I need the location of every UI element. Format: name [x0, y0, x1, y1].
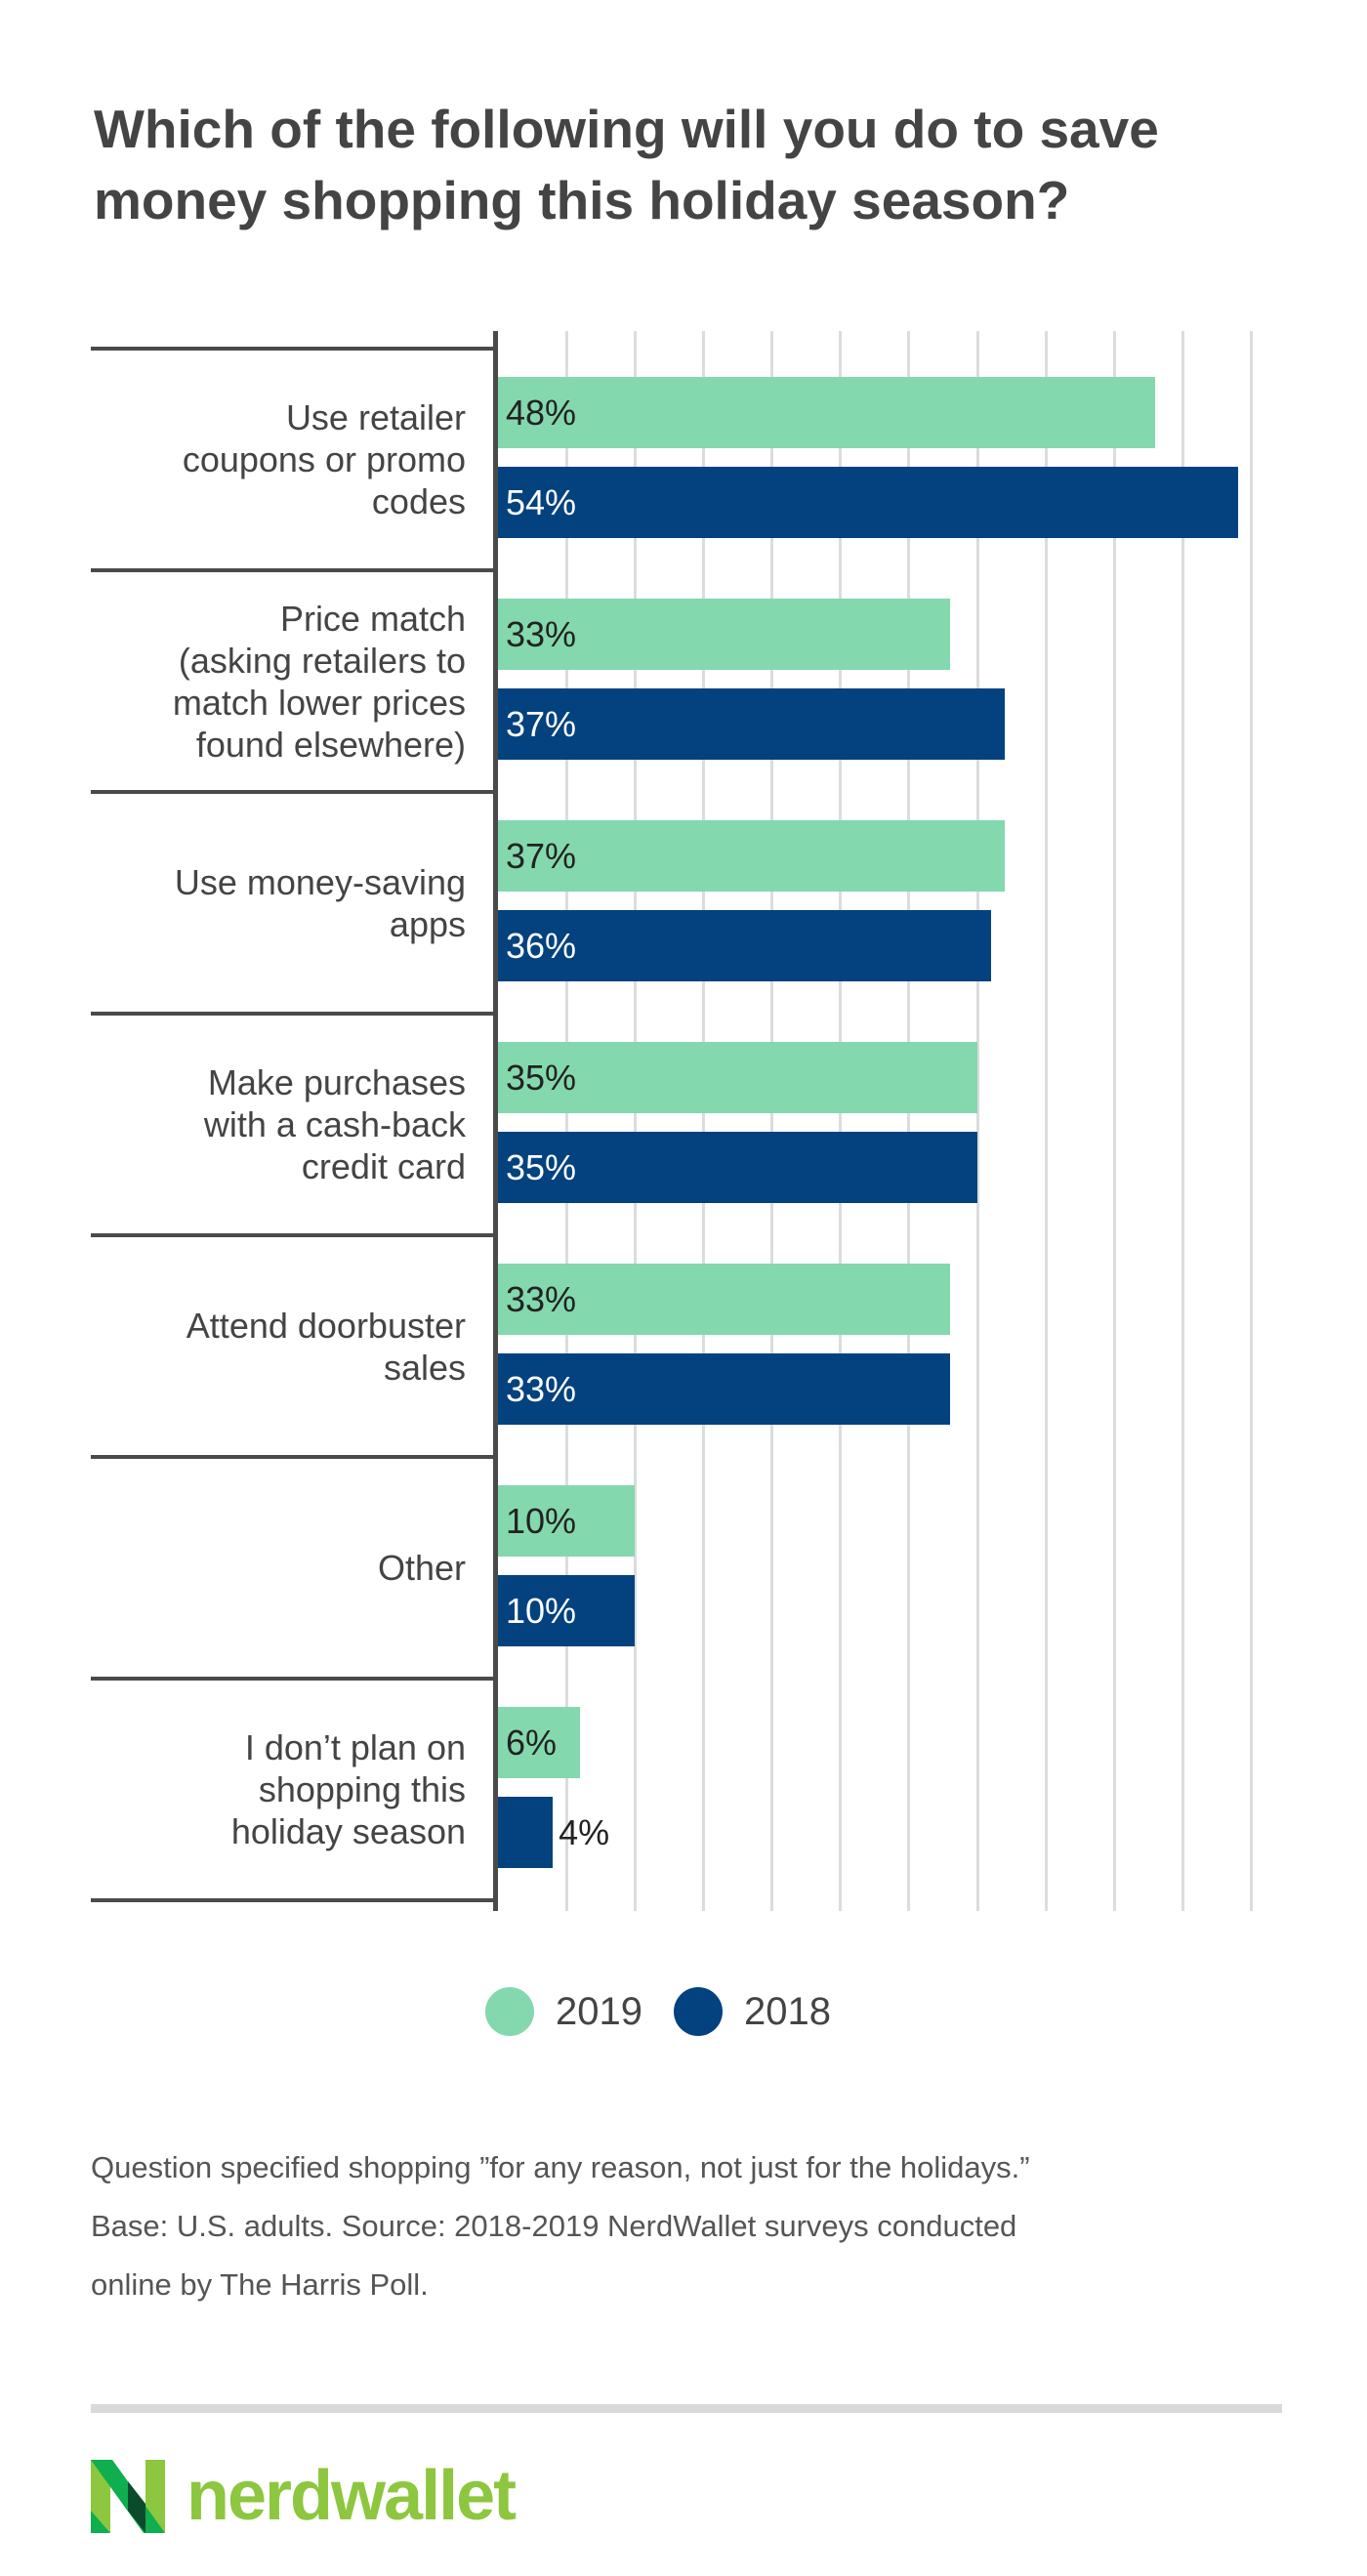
bar-2018 [498, 467, 1238, 538]
data-label-2018: 10% [506, 1591, 577, 1631]
data-label-2018: 35% [506, 1147, 577, 1187]
data-label-2019: 33% [506, 1279, 577, 1319]
category-separator [91, 568, 496, 572]
footnote: Question specified shopping ”for any rea… [91, 2139, 1321, 2314]
footnote-line: Question specified shopping ”for any rea… [91, 2150, 1030, 2184]
category-separator [91, 347, 496, 351]
data-label-2018: 33% [506, 1369, 577, 1409]
title-line-1: Which of the following will you do to sa… [94, 99, 1159, 159]
bar-2018 [498, 1132, 978, 1203]
gridline [1112, 331, 1116, 1911]
category-label-line: codes [371, 481, 466, 521]
bar-2019 [498, 1707, 581, 1778]
category-separator [91, 1455, 496, 1459]
chart-title: Which of the following will you do to sa… [94, 94, 1305, 236]
category-label-line: I don’t plan on [244, 1727, 466, 1767]
gridline [1044, 331, 1048, 1911]
category-label: Use retailer coupons or promo codes [91, 349, 466, 570]
data-label-2019: 10% [506, 1501, 577, 1541]
bar-2019 [498, 599, 950, 670]
category-separator [91, 1012, 496, 1016]
bar-2018 [498, 688, 1006, 760]
category-label: Other [91, 1457, 466, 1679]
category-label-line: match lower prices [172, 682, 466, 723]
category-label-line: apps [389, 903, 466, 944]
nerdwallet-logo: nerdwallet [91, 2456, 517, 2536]
legend: 2019 2018 [485, 1987, 831, 2036]
legend-label-2018: 2018 [743, 1989, 831, 2033]
category-label-line: found elsewhere) [195, 724, 466, 765]
bar-2018 [498, 1797, 554, 1868]
category-label-line: holiday season [230, 1811, 466, 1851]
gridline [564, 331, 568, 1911]
category-label: I don’t plan on shopping this holiday seas… [91, 1679, 466, 1900]
gridline [1181, 331, 1184, 1911]
category-label-line: Make purchases [207, 1062, 466, 1102]
divider [91, 2404, 1282, 2413]
bar-2018 [498, 910, 992, 981]
category-label-line: Price match [279, 598, 466, 639]
category-label-line: coupons or promo [182, 439, 466, 479]
footnote-line: online by The Harris Poll. [91, 2267, 429, 2302]
data-label-2018: 54% [506, 482, 577, 522]
bar-chart: Use retailer coupons or promo codes 48% 54% P… [91, 331, 1254, 1911]
legend-label-2019: 2019 [556, 1989, 642, 2033]
category-label: Make purchases with a cash-back credit car… [91, 1014, 466, 1235]
category-label-line: Attend doorbuster [186, 1305, 466, 1346]
nerdwallet-n-icon [91, 2459, 165, 2533]
category-label: Use money-saving apps [91, 792, 466, 1014]
gridline [839, 331, 843, 1911]
y-axis-line [493, 331, 498, 1911]
category-label-line: Other [377, 1548, 466, 1588]
brand-name: nerdwallet [186, 2457, 517, 2535]
legend-swatch-2018 [673, 1987, 723, 2036]
title-line-2: money shopping this holiday season? [94, 170, 1070, 230]
category-separator [91, 1898, 496, 1902]
gridline [701, 331, 705, 1911]
gridline [1250, 331, 1254, 1911]
bar-2018 [498, 1353, 950, 1425]
gridline [975, 331, 979, 1911]
data-label-2019: 48% [506, 393, 577, 433]
category-label-line: Use retailer [285, 397, 466, 437]
category-separator [91, 790, 496, 794]
legend-swatch-2019 [485, 1987, 534, 2036]
gridline [770, 331, 774, 1911]
bar-2018 [498, 1575, 636, 1646]
category-separator [91, 1677, 496, 1681]
data-label-2018: 37% [506, 704, 577, 744]
category-label-line: (asking retailers to [178, 640, 466, 681]
data-label-2018: 36% [506, 926, 577, 966]
footnote-line: Base: U.S. adults. Source: 2018-2019 Ner… [91, 2209, 1017, 2243]
category-label-line: credit card [301, 1146, 466, 1186]
bar-2019 [498, 1485, 636, 1557]
gridline [907, 331, 911, 1911]
data-label-2019: 6% [506, 1723, 558, 1763]
category-label-line: with a cash-back [203, 1104, 466, 1144]
data-label-2019: 37% [506, 836, 577, 876]
category-label-line: shopping this [258, 1769, 466, 1809]
bar-2019 [498, 1042, 978, 1113]
gridline [633, 331, 637, 1911]
category-label-line: sales [383, 1347, 466, 1388]
category-label: Price match (asking retailers to match low… [91, 570, 466, 792]
data-label-2018: 4% [559, 1812, 610, 1852]
data-label-2019: 35% [506, 1058, 577, 1098]
bar-2019 [498, 820, 1006, 892]
bar-2019 [498, 377, 1156, 448]
data-label-2019: 33% [506, 614, 577, 654]
bar-2019 [498, 1264, 950, 1335]
category-label: Attend doorbuster sales [91, 1235, 466, 1457]
category-separator [91, 1233, 496, 1237]
category-label-line: Use money-saving [174, 861, 466, 902]
